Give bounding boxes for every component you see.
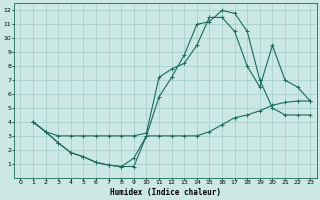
X-axis label: Humidex (Indice chaleur): Humidex (Indice chaleur) — [110, 188, 221, 197]
